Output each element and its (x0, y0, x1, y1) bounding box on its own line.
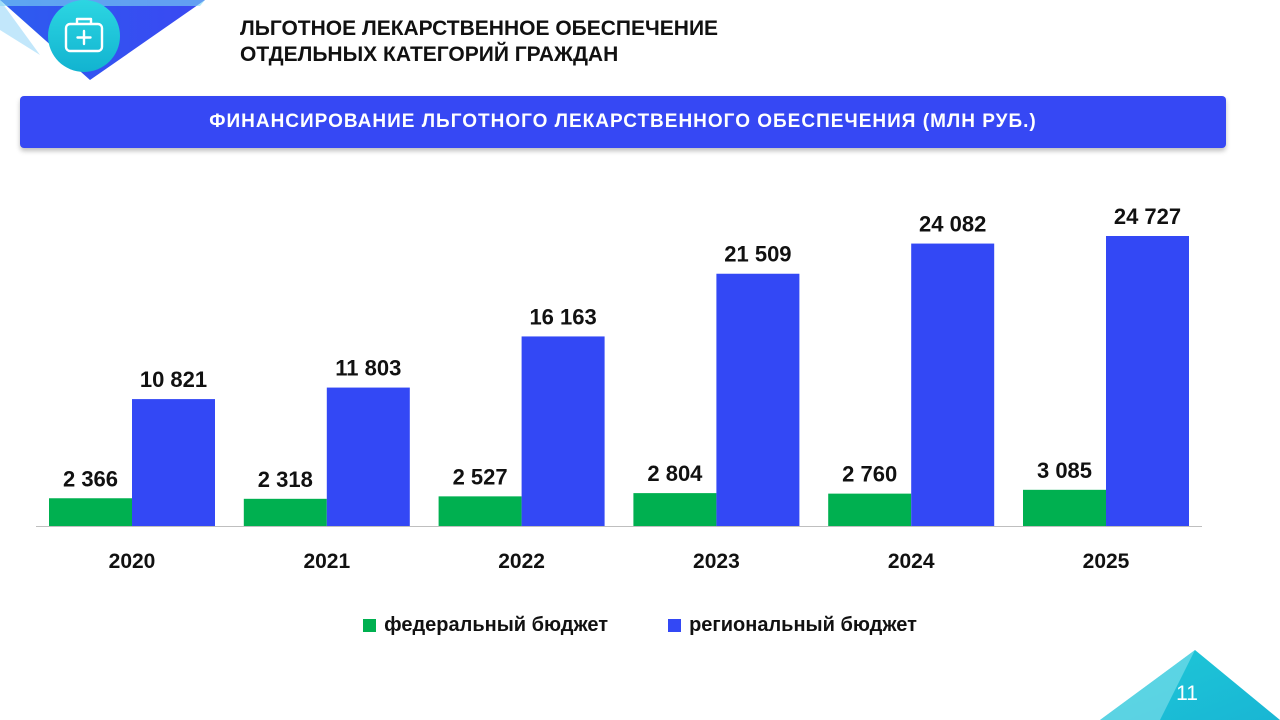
banner-text: ФИНАНСИРОВАНИЕ ЛЬГОТНОГО ЛЕКАРСТВЕННОГО … (209, 111, 1037, 132)
data-label-federal-2022: 2 527 (453, 464, 508, 489)
bar-regional-2024 (911, 243, 995, 526)
legend-swatch-federal (363, 619, 377, 632)
bar-federal-2025 (1023, 489, 1106, 526)
x-tick-label-2022: 2022 (498, 550, 545, 573)
data-label-regional-2021: 11 803 (335, 356, 401, 381)
bar-federal-2021 (243, 498, 327, 526)
legend-label-regional: региональный бюджет (689, 614, 917, 636)
data-label-federal-2025: 3 085 (1037, 458, 1092, 483)
data-label-regional-2025: 24 727 (1114, 204, 1181, 229)
footer-decoration (1100, 650, 1280, 720)
bar-federal-2022 (438, 496, 522, 526)
page-title-line-1: ЛЬГОТНОЕ ЛЕКАРСТВЕННОЕ ОБЕСПЕЧЕНИЕ (240, 17, 719, 40)
x-tick-label-2025: 2025 (1083, 550, 1130, 573)
data-label-regional-2020: 10 821 (140, 367, 207, 392)
legend-label-federal: федеральный бюджет (384, 614, 609, 636)
data-label-regional-2024: 24 082 (919, 212, 986, 237)
section-banner: ФИНАНСИРОВАНИЕ ЛЬГОТНОГО ЛЕКАРСТВЕННОГО … (20, 96, 1226, 148)
chart-legend: федеральный бюджет региональный бюджет (0, 614, 1280, 637)
bar-regional-2021 (326, 387, 410, 526)
data-label-federal-2023: 2 804 (647, 461, 703, 486)
page-title-line-2: ОТДЕЛЬНЫХ КАТЕГОРИЙ ГРАЖДАН (240, 43, 619, 66)
bar-federal-2023 (633, 493, 717, 526)
data-label-federal-2024: 2 760 (842, 462, 897, 487)
page-number: 11 (1176, 682, 1198, 705)
medical-kit-icon (64, 17, 104, 53)
header-decoration (0, 0, 205, 80)
bar-regional-2020 (132, 399, 215, 526)
bar-federal-2020 (49, 498, 132, 526)
bar-regional-2025 (1106, 236, 1189, 526)
x-tick-label-2021: 2021 (303, 550, 350, 573)
bar-regional-2023 (716, 273, 800, 526)
legend-item-regional: региональный бюджет (668, 614, 917, 637)
x-tick-label-2024: 2024 (888, 550, 935, 573)
data-label-federal-2020: 2 366 (63, 466, 118, 491)
data-label-regional-2023: 21 509 (724, 242, 791, 267)
data-label-regional-2022: 16 163 (529, 304, 596, 329)
bar-regional-2022 (521, 336, 605, 526)
x-tick-label-2023: 2023 (693, 550, 740, 573)
bar-chart: 2 366 10 821 2020 2 318 11 803 2021 2 527 16 16… (36, 204, 1202, 573)
legend-swatch-regional (668, 619, 682, 632)
legend-item-federal: федеральный бюджет (363, 614, 608, 637)
bar-federal-2024 (828, 493, 912, 526)
data-label-federal-2021: 2 318 (258, 467, 313, 492)
x-tick-label-2020: 2020 (109, 550, 156, 573)
page-title: ЛЬГОТНОЕ ЛЕКАРСТВЕННОЕ ОБЕСПЕЧЕНИЕ ОТДЕЛ… (240, 16, 718, 68)
